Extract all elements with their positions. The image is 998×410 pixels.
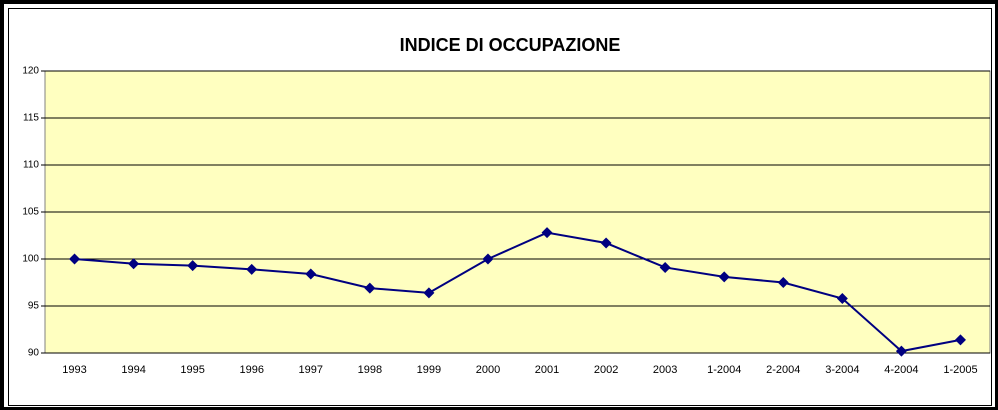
x-tick-label: 2000 (476, 364, 500, 376)
marker (69, 253, 81, 265)
x-tick-label: 1-2005 (943, 364, 977, 376)
x-tick-label: 1995 (180, 364, 204, 376)
x-tick-label: 1994 (121, 364, 145, 376)
marker (541, 227, 553, 239)
marker (659, 261, 671, 273)
marker (895, 345, 907, 357)
x-tick-label: 1-2004 (707, 364, 741, 376)
marker (836, 292, 848, 304)
x-tick-label: 2003 (653, 364, 677, 376)
x-tick-label: 2-2004 (766, 364, 800, 376)
marker (423, 287, 435, 299)
x-tick-label: 1993 (62, 364, 86, 376)
marker (187, 260, 199, 272)
marker (305, 268, 317, 280)
marker (954, 334, 966, 346)
series-line (74, 231, 961, 353)
marker (482, 253, 494, 265)
marker (246, 263, 258, 275)
y-tick-label: 115 (23, 113, 39, 124)
x-tick-label: 4-2004 (884, 364, 918, 376)
marker (128, 258, 140, 270)
y-tick-label: 95 (28, 301, 40, 312)
marker (600, 237, 612, 249)
x-tick-label: 1997 (299, 364, 323, 376)
y-tick-label: 105 (22, 207, 39, 218)
marker (718, 271, 730, 283)
marker (364, 282, 376, 294)
x-tick-label: 3-2004 (825, 364, 859, 376)
y-tick-label: 100 (22, 254, 39, 265)
x-tick-label: 2002 (594, 364, 618, 376)
chart-border (8, 8, 992, 406)
x-tick-label: 1999 (417, 364, 441, 376)
x-tick-label: 2001 (535, 364, 559, 376)
x-tick-label: 1998 (358, 364, 382, 376)
y-tick-label: 120 (22, 66, 39, 77)
y-tick-label: 90 (28, 348, 40, 359)
x-tick-label: 1996 (239, 364, 263, 376)
marker (777, 277, 789, 288)
chart-title: INDICE DI OCCUPAZIONE (400, 35, 621, 55)
y-tick-label: 110 (23, 160, 39, 171)
